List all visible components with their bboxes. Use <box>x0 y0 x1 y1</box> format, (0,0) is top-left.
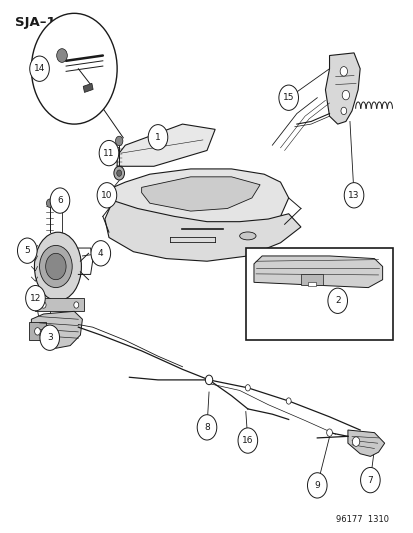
Text: 6: 6 <box>57 196 63 205</box>
Circle shape <box>30 56 49 82</box>
Circle shape <box>59 201 64 207</box>
Circle shape <box>285 398 290 404</box>
Circle shape <box>197 415 216 440</box>
Text: 5: 5 <box>24 246 30 255</box>
Text: 3: 3 <box>47 333 52 342</box>
Circle shape <box>343 183 363 208</box>
Bar <box>83 83 93 92</box>
Bar <box>308 282 315 286</box>
Circle shape <box>35 328 40 335</box>
Circle shape <box>339 67 347 76</box>
Text: 16: 16 <box>242 436 253 445</box>
Circle shape <box>41 302 46 308</box>
Circle shape <box>326 429 332 437</box>
Circle shape <box>46 199 53 207</box>
Circle shape <box>26 286 45 311</box>
Circle shape <box>237 428 257 453</box>
Circle shape <box>278 85 298 110</box>
Text: 13: 13 <box>347 191 359 200</box>
Text: 12: 12 <box>30 294 41 303</box>
Text: 7: 7 <box>367 475 373 484</box>
Circle shape <box>148 125 167 150</box>
Text: 9: 9 <box>313 481 319 490</box>
Bar <box>36 298 84 311</box>
Polygon shape <box>104 200 300 261</box>
Ellipse shape <box>239 232 255 240</box>
Polygon shape <box>113 169 288 248</box>
Text: 14: 14 <box>34 64 45 73</box>
Polygon shape <box>31 311 82 348</box>
Circle shape <box>205 375 212 385</box>
Polygon shape <box>347 430 384 456</box>
Circle shape <box>245 385 250 391</box>
Circle shape <box>31 13 117 124</box>
Text: 4: 4 <box>98 249 103 258</box>
Text: 1: 1 <box>155 133 161 142</box>
Circle shape <box>74 302 78 308</box>
Text: 2: 2 <box>334 296 339 305</box>
Text: 96177  1310: 96177 1310 <box>335 515 388 524</box>
Text: SJA–1310: SJA–1310 <box>15 16 83 29</box>
Circle shape <box>327 288 347 313</box>
Circle shape <box>17 238 37 263</box>
Circle shape <box>45 253 66 280</box>
Circle shape <box>307 473 326 498</box>
Circle shape <box>50 188 70 213</box>
Ellipse shape <box>34 232 81 301</box>
Circle shape <box>114 166 124 180</box>
Circle shape <box>115 136 123 146</box>
Circle shape <box>340 107 346 115</box>
Polygon shape <box>253 256 382 288</box>
Bar <box>245 248 392 341</box>
Circle shape <box>99 140 119 166</box>
Circle shape <box>57 49 67 62</box>
Circle shape <box>116 170 121 176</box>
Polygon shape <box>117 124 215 166</box>
Circle shape <box>351 437 359 446</box>
Bar <box>300 274 323 285</box>
Polygon shape <box>141 177 259 211</box>
Text: 15: 15 <box>282 93 294 102</box>
Circle shape <box>40 325 59 350</box>
Text: 11: 11 <box>103 149 114 158</box>
Circle shape <box>91 241 110 266</box>
Circle shape <box>40 245 72 288</box>
Circle shape <box>97 183 116 208</box>
Circle shape <box>56 196 68 212</box>
Circle shape <box>360 467 379 493</box>
Polygon shape <box>325 53 359 124</box>
Bar <box>29 322 45 341</box>
Circle shape <box>342 90 349 100</box>
Text: 10: 10 <box>101 191 112 200</box>
Text: 8: 8 <box>204 423 209 432</box>
